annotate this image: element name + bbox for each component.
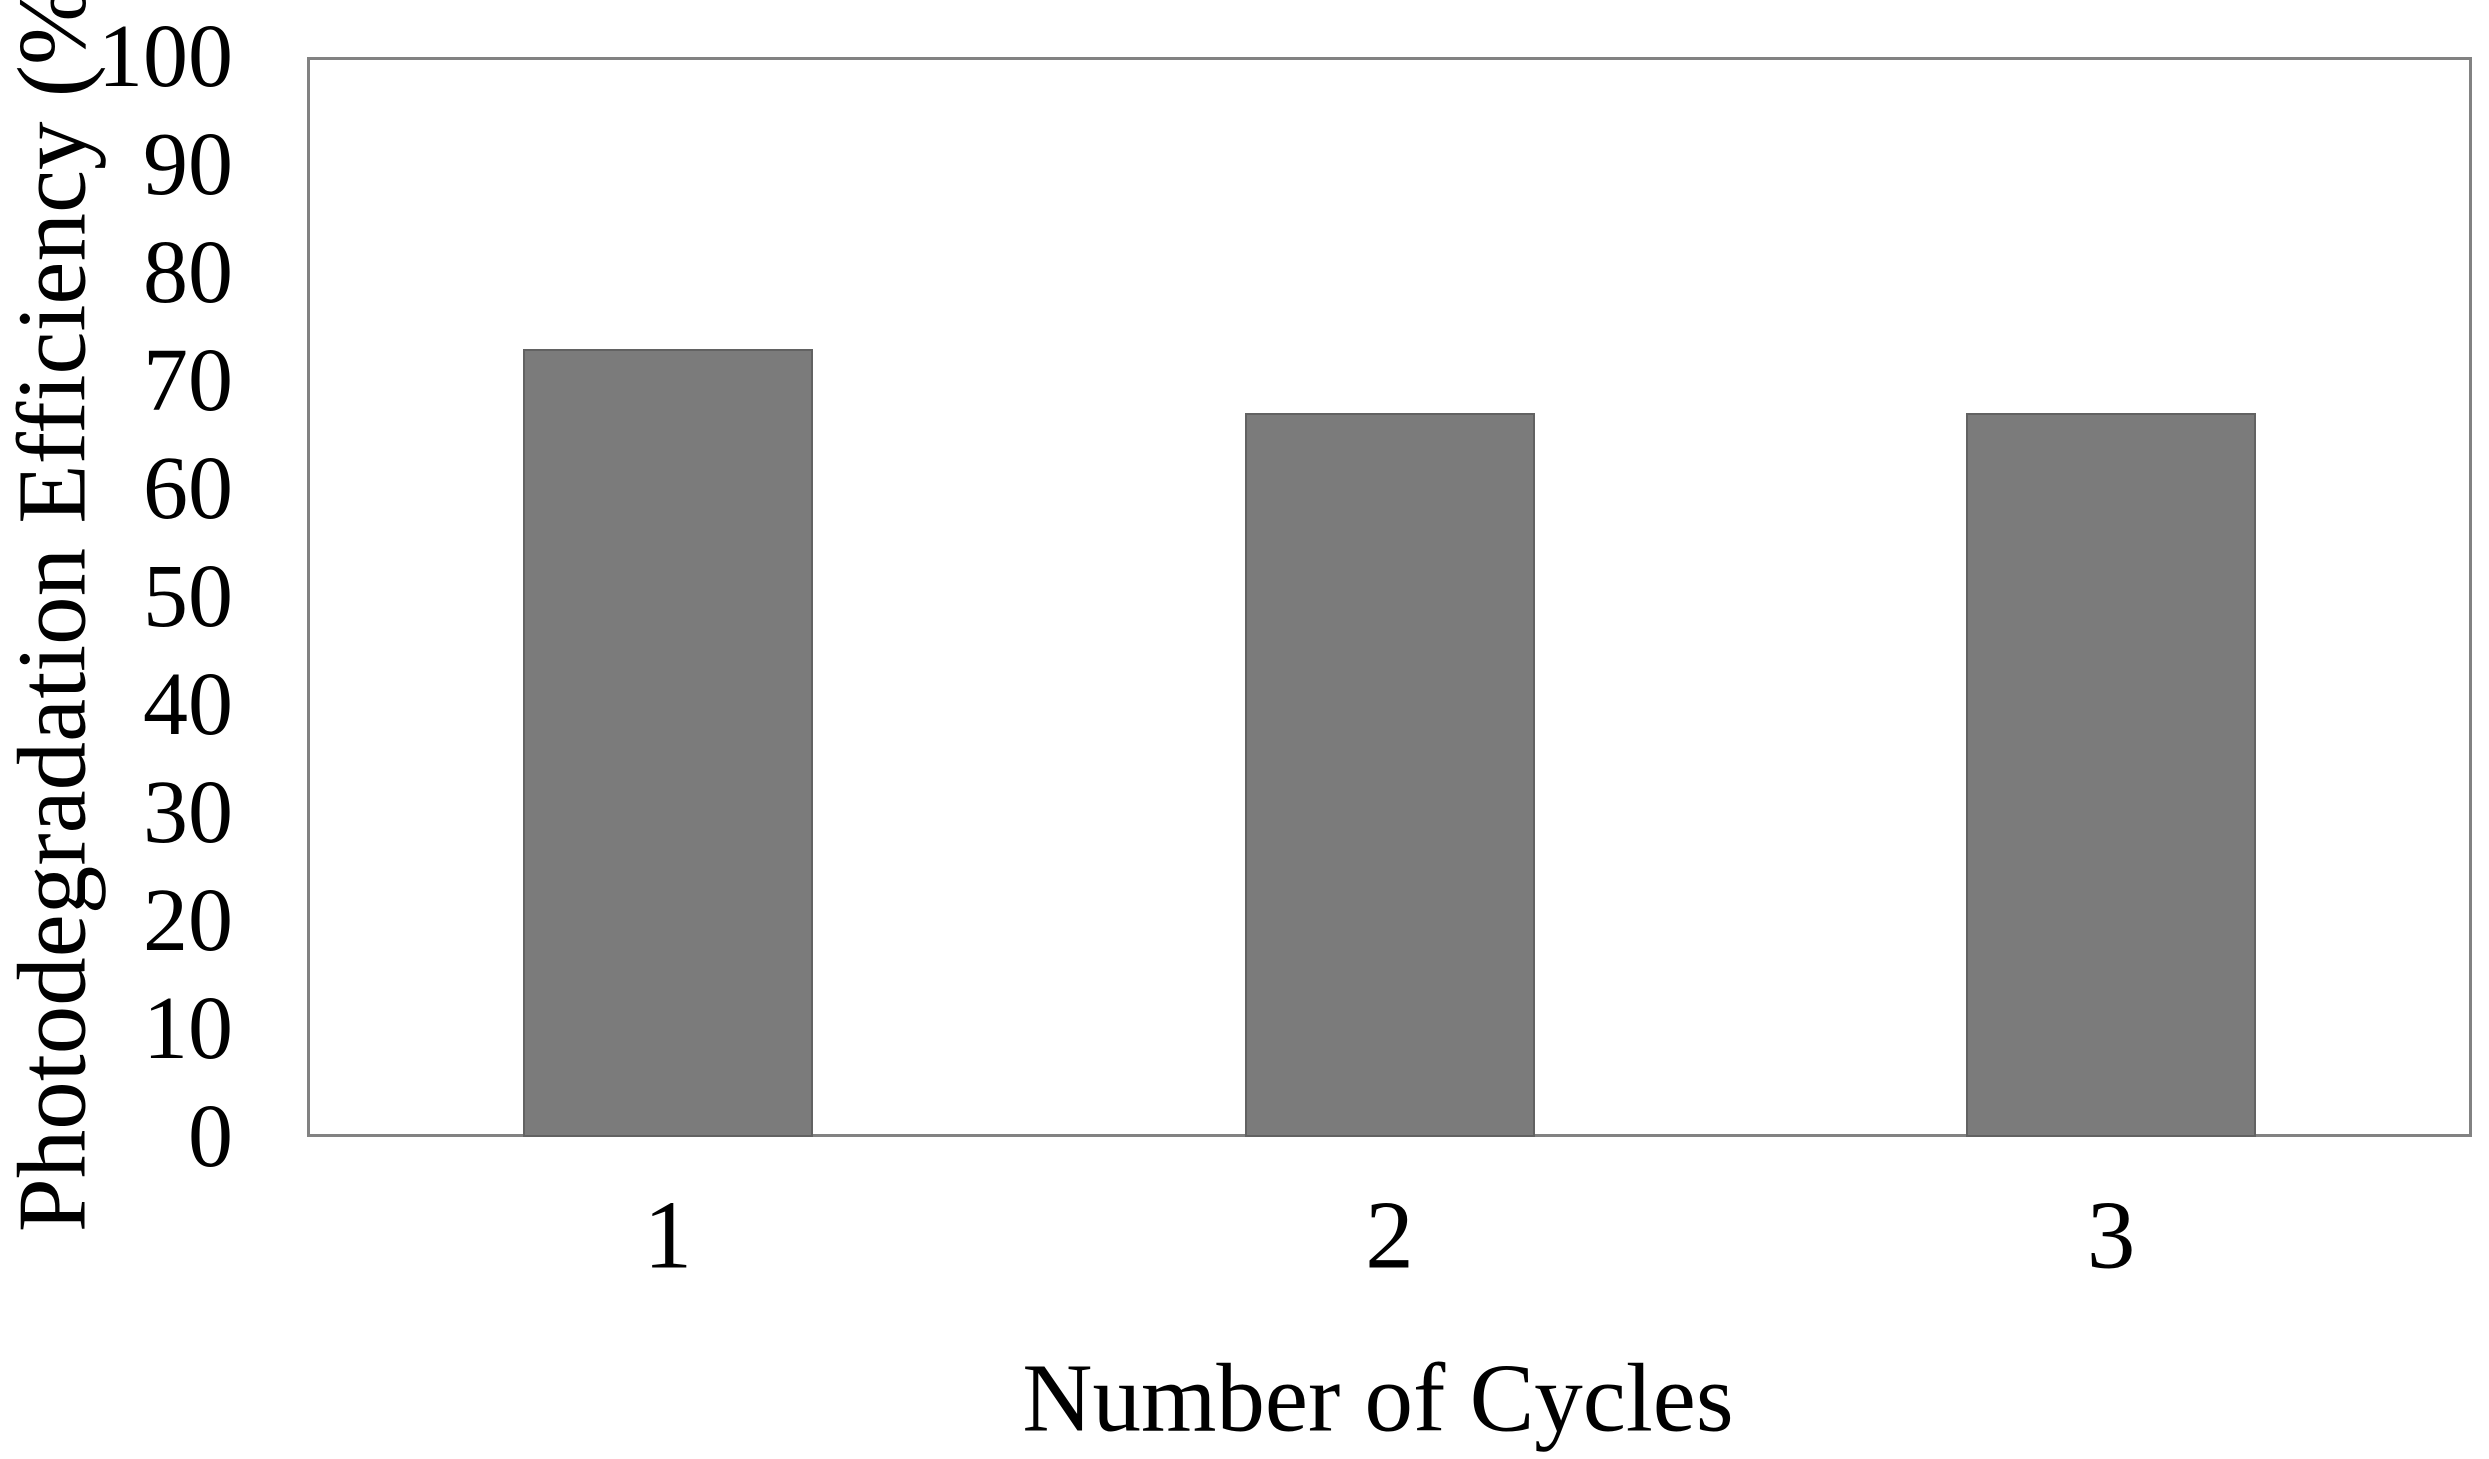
y-tick-label: 90 bbox=[143, 115, 233, 214]
x-tick-label: 1 bbox=[643, 1181, 693, 1289]
bar-cycle-3 bbox=[1966, 413, 2257, 1137]
y-tick-label: 70 bbox=[143, 331, 233, 430]
bar-cycle-1 bbox=[522, 348, 813, 1137]
y-tick-label: 30 bbox=[143, 763, 233, 862]
y-tick-label: 100 bbox=[98, 7, 233, 106]
y-tick-label: 50 bbox=[143, 547, 233, 646]
y-tick-label: 0 bbox=[188, 1087, 233, 1186]
bar-cycle-2 bbox=[1244, 413, 1535, 1137]
y-tick-label: 10 bbox=[143, 979, 233, 1078]
x-tick-label: 2 bbox=[1365, 1181, 1414, 1289]
x-axis-title: Number of Cycles bbox=[1022, 1344, 1734, 1452]
y-tick-label: 60 bbox=[143, 439, 233, 538]
y-tick-label: 80 bbox=[143, 223, 233, 322]
x-tick-label: 3 bbox=[2086, 1181, 2136, 1289]
y-tick-label: 40 bbox=[143, 655, 233, 754]
y-tick-label: 20 bbox=[143, 871, 233, 970]
